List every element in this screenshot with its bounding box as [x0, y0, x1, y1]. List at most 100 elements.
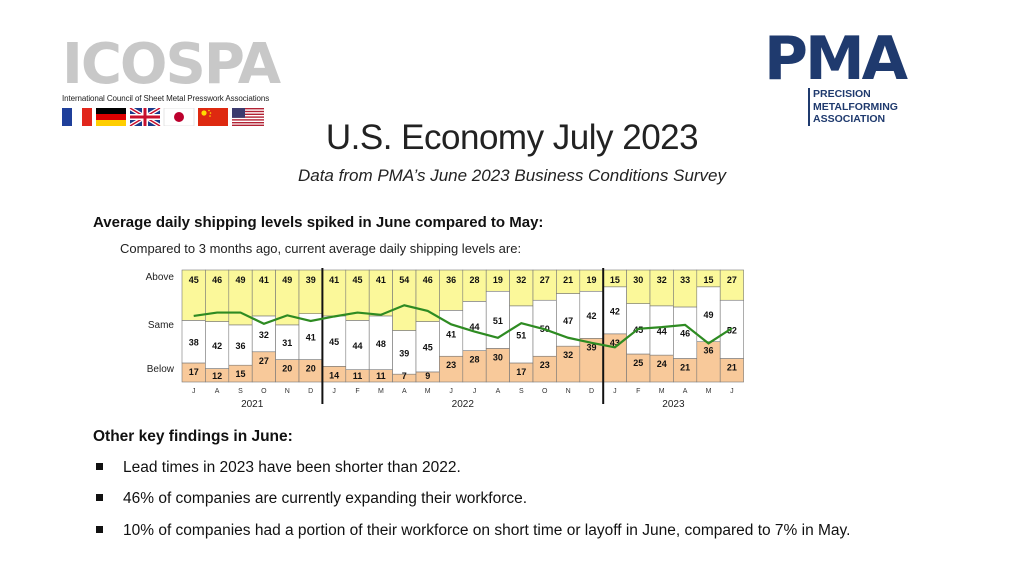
chart-caption: Compared to 3 months ago, current averag…	[120, 241, 522, 256]
data-label-same: 42	[212, 341, 222, 351]
data-label-below: 23	[446, 360, 456, 370]
pma-name-line: PRECISION	[813, 88, 871, 100]
month-tick-label: A	[402, 388, 407, 395]
data-label-above: 15	[703, 275, 713, 285]
finding-bullet: 10% of companies had a portion of their …	[96, 522, 850, 540]
data-label-below: 21	[727, 362, 737, 372]
france-flag	[62, 108, 92, 126]
data-label-above: 41	[376, 275, 386, 285]
data-label-same: 51	[493, 316, 503, 326]
data-label-above: 49	[282, 275, 292, 285]
data-label-above: 46	[212, 275, 222, 285]
data-label-above: 19	[493, 275, 503, 285]
data-label-below: 39	[586, 342, 596, 352]
data-label-above: 45	[189, 275, 199, 285]
data-label-same: 41	[306, 333, 316, 343]
row-label: Below	[147, 364, 175, 375]
data-label-same: 44	[657, 326, 667, 336]
pma-logo-divider	[808, 88, 810, 126]
pma-logo: PMA	[764, 24, 908, 94]
data-label-below: 7	[402, 371, 407, 381]
data-label-below: 27	[259, 356, 269, 366]
data-label-above: 45	[352, 275, 362, 285]
bullet-square-icon	[96, 494, 103, 501]
month-tick-label: N	[285, 388, 290, 395]
month-tick-label: A	[683, 388, 688, 395]
year-label: 2021	[241, 399, 264, 410]
data-label-below: 36	[703, 346, 713, 356]
row-label: Same	[148, 320, 175, 331]
data-label-above: 49	[235, 275, 245, 285]
month-tick-label: S	[519, 388, 524, 395]
finding-text: Lead times in 2023 have been shorter tha…	[123, 459, 461, 476]
data-label-above: 41	[329, 275, 339, 285]
icospa-subtitle: International Council of Sheet Metal Pre…	[62, 94, 270, 103]
data-label-above: 33	[680, 275, 690, 285]
data-label-same: 39	[399, 348, 409, 358]
data-label-below: 23	[540, 360, 550, 370]
year-label: 2022	[452, 399, 475, 410]
data-label-same: 47	[563, 316, 573, 326]
data-label-same: 51	[516, 330, 526, 340]
data-label-below: 17	[516, 367, 526, 377]
findings-heading: Other key findings in June:	[93, 428, 293, 445]
data-label-above: 36	[446, 275, 456, 285]
data-label-below: 25	[633, 358, 643, 368]
data-label-above: 28	[469, 275, 479, 285]
month-tick-label: O	[542, 388, 548, 395]
bullet-square-icon	[96, 463, 103, 470]
page-subtitle: Data from PMA’s June 2023 Business Condi…	[297, 166, 727, 185]
finding-bullet: 46% of companies are currently expanding…	[96, 490, 527, 508]
month-tick-label: M	[659, 388, 665, 395]
month-tick-label: O	[261, 388, 267, 395]
data-label-above: 32	[516, 275, 526, 285]
month-tick-label: M	[425, 388, 431, 395]
data-label-same: 36	[235, 341, 245, 351]
month-tick-label: D	[589, 388, 594, 395]
data-label-below: 17	[189, 367, 199, 377]
data-label-same: 52	[727, 325, 737, 335]
data-label-same: 41	[446, 329, 456, 339]
month-tick-label: S	[238, 388, 243, 395]
data-label-above: 27	[727, 275, 737, 285]
data-label-same: 42	[586, 311, 596, 321]
germany-flag	[96, 108, 126, 126]
shipping-levels-chart: Above Same Below 45 38 17 J 46 42 12 A 49 36 15 S 41 32 2…	[146, 268, 744, 410]
data-label-same: 31	[282, 338, 292, 348]
data-label-below: 24	[657, 359, 667, 369]
data-label-below: 28	[469, 355, 479, 365]
month-tick-label: F	[355, 388, 359, 395]
usa-flag	[232, 108, 264, 126]
year-label: 2023	[662, 399, 685, 410]
month-tick-label: J	[473, 388, 477, 395]
month-tick-label: A	[496, 388, 501, 395]
data-label-same: 49	[703, 310, 713, 320]
month-tick-label: J	[613, 388, 617, 395]
data-label-below: 11	[353, 371, 363, 381]
data-label-below: 12	[212, 371, 222, 381]
month-tick-label: J	[730, 388, 734, 395]
data-label-same: 46	[680, 329, 690, 339]
uk-flag	[128, 108, 162, 126]
chart-heading: Average daily shipping levels spiked in …	[93, 214, 544, 231]
data-label-same: 48	[376, 339, 386, 349]
row-label: Above	[146, 272, 175, 283]
data-label-same: 38	[189, 338, 199, 348]
data-label-above: 41	[259, 275, 269, 285]
bar-above	[719, 269, 744, 301]
month-tick-label: J	[449, 388, 453, 395]
data-label-above: 30	[633, 275, 643, 285]
month-tick-label: F	[636, 388, 640, 395]
data-label-below: 21	[680, 362, 690, 372]
month-tick-label: M	[378, 388, 384, 395]
finding-bullet: Lead times in 2023 have been shorter tha…	[96, 459, 461, 477]
data-label-below: 30	[493, 352, 503, 362]
data-label-below: 11	[376, 371, 386, 381]
data-label-same: 44	[352, 341, 362, 351]
data-label-same: 45	[423, 343, 433, 353]
finding-text: 10% of companies had a portion of their …	[123, 522, 851, 539]
data-label-above: 39	[306, 275, 316, 285]
month-tick-label: N	[566, 388, 571, 395]
icospa-logo: ICOSPA	[62, 32, 281, 97]
data-label-same: 42	[610, 306, 620, 316]
